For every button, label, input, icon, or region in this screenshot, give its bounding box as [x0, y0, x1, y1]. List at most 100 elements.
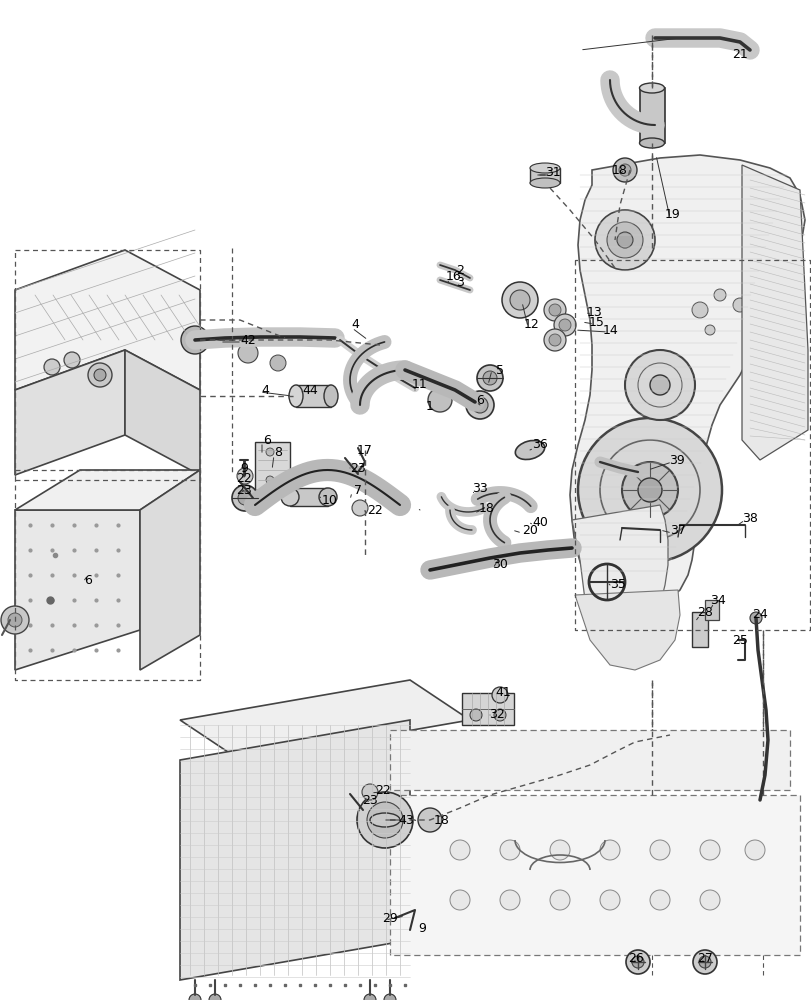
Ellipse shape [319, 488, 337, 506]
Circle shape [607, 222, 642, 258]
Text: 21: 21 [732, 48, 747, 62]
Text: 38: 38 [741, 512, 757, 524]
Text: 6: 6 [475, 393, 483, 406]
Text: 4: 4 [350, 318, 358, 332]
Text: 14: 14 [603, 324, 618, 336]
Circle shape [744, 840, 764, 860]
Circle shape [732, 298, 746, 312]
Circle shape [698, 956, 710, 968]
Text: 33: 33 [471, 482, 487, 494]
Text: 26: 26 [628, 952, 643, 964]
Polygon shape [571, 505, 667, 648]
Text: 24: 24 [751, 608, 767, 621]
Circle shape [625, 950, 649, 974]
Circle shape [543, 329, 565, 351]
Text: 23: 23 [236, 484, 251, 496]
Circle shape [476, 365, 502, 391]
Text: 22: 22 [375, 784, 390, 796]
Polygon shape [741, 165, 807, 460]
Circle shape [491, 687, 508, 703]
Circle shape [699, 840, 719, 860]
Text: 31: 31 [544, 166, 560, 180]
Text: 6: 6 [84, 574, 92, 586]
Polygon shape [389, 730, 789, 790]
Polygon shape [139, 470, 200, 670]
Circle shape [449, 890, 470, 910]
Circle shape [509, 290, 530, 310]
Circle shape [351, 500, 367, 516]
Circle shape [1, 606, 29, 634]
Circle shape [704, 325, 714, 335]
Circle shape [624, 350, 694, 420]
Bar [461, 693, 513, 725]
Polygon shape [569, 155, 804, 610]
Bar [530, 168, 560, 183]
Ellipse shape [639, 138, 663, 148]
Text: 44: 44 [302, 383, 317, 396]
Circle shape [691, 302, 707, 318]
Text: 10: 10 [322, 493, 337, 506]
Text: 32: 32 [488, 708, 504, 722]
Circle shape [649, 840, 669, 860]
Circle shape [367, 802, 402, 838]
Polygon shape [15, 350, 125, 475]
Text: 43: 43 [397, 814, 414, 826]
Circle shape [232, 485, 258, 511]
Circle shape [237, 468, 253, 484]
Text: 34: 34 [710, 594, 725, 607]
Text: 4: 4 [261, 383, 268, 396]
Text: 35: 35 [609, 578, 625, 590]
Circle shape [543, 299, 565, 321]
Circle shape [44, 359, 60, 375]
Text: 18: 18 [611, 163, 627, 176]
Circle shape [266, 448, 273, 456]
Circle shape [548, 304, 560, 316]
Circle shape [266, 476, 273, 484]
Text: 42: 42 [240, 334, 255, 347]
Text: 37: 37 [669, 524, 685, 536]
Text: 30: 30 [491, 558, 508, 572]
Text: 9: 9 [240, 462, 247, 475]
Circle shape [470, 709, 482, 721]
Circle shape [363, 994, 375, 1000]
Text: 11: 11 [412, 378, 427, 391]
Bar [704, 600, 718, 620]
Ellipse shape [515, 440, 544, 460]
Polygon shape [180, 680, 470, 760]
Polygon shape [180, 720, 410, 980]
Text: 41: 41 [495, 686, 510, 700]
Text: 22: 22 [236, 472, 251, 485]
Polygon shape [574, 590, 679, 670]
Circle shape [189, 994, 201, 1000]
Text: 9: 9 [418, 922, 426, 934]
Circle shape [767, 248, 781, 262]
Text: 29: 29 [382, 912, 397, 924]
Text: 13: 13 [586, 306, 602, 320]
Circle shape [88, 363, 112, 387]
Bar [296, 385, 331, 407]
Circle shape [558, 319, 570, 331]
Circle shape [618, 164, 630, 176]
Text: 22: 22 [367, 504, 383, 516]
Circle shape [599, 840, 620, 860]
Circle shape [649, 890, 669, 910]
Circle shape [427, 388, 452, 412]
Text: 40: 40 [531, 516, 547, 530]
Bar [290, 488, 328, 506]
Circle shape [599, 890, 620, 910]
Text: 12: 12 [523, 318, 539, 332]
Text: 23: 23 [350, 462, 366, 475]
Ellipse shape [370, 813, 400, 827]
Text: 19: 19 [664, 209, 680, 222]
Ellipse shape [289, 385, 303, 407]
Text: 1: 1 [426, 400, 433, 414]
Ellipse shape [530, 163, 560, 173]
Circle shape [471, 397, 487, 413]
Polygon shape [255, 442, 290, 490]
Ellipse shape [324, 385, 337, 407]
Circle shape [270, 355, 285, 371]
Text: 36: 36 [531, 438, 547, 452]
Bar [691, 612, 707, 647]
Polygon shape [15, 250, 200, 390]
Polygon shape [389, 795, 799, 955]
